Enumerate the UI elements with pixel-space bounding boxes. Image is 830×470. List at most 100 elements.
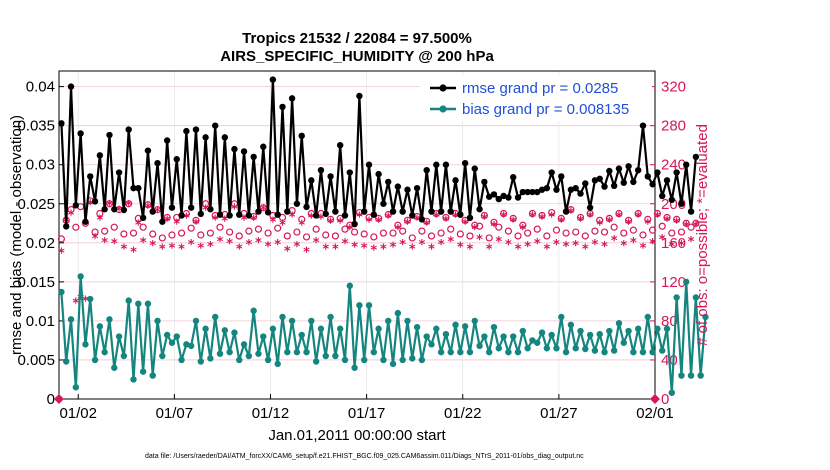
bias-point (562, 348, 570, 356)
bias-point (365, 302, 373, 309)
obs-possible-point (581, 232, 589, 240)
obs-possible-point (274, 224, 282, 232)
obs-evaluated-point: * (673, 216, 680, 231)
obs-evaluated-point: * (390, 241, 397, 256)
rmse-point (67, 83, 75, 90)
obs-evaluated-point: * (284, 245, 291, 260)
y-right-tick-label: 320 (661, 79, 686, 96)
obs-evaluated-point: * (596, 218, 603, 233)
bias-point (442, 330, 450, 338)
rmse-point (120, 206, 128, 214)
obs-possible-point (519, 221, 527, 229)
obs-evaluated-point: * (159, 243, 166, 258)
obs-evaluated-point: * (82, 294, 89, 309)
obs-evaluated-point: * (601, 240, 608, 255)
obs-evaluated-point: * (361, 242, 368, 257)
bias-point (135, 300, 142, 307)
obs-evaluated-point: * (207, 240, 214, 255)
rmse-point (303, 203, 310, 211)
rmse-point (322, 210, 329, 218)
legend-rmse-label: rmse grand pr = 0.0285 (462, 80, 618, 97)
rmse-point (365, 161, 373, 168)
obs-evaluated-point: * (414, 213, 421, 228)
bias-point (63, 358, 70, 365)
obs-possible-point (96, 209, 104, 218)
bias-point (96, 323, 104, 330)
x-tick-label: 01/22 (444, 405, 482, 422)
obs-possible-point (600, 228, 609, 236)
obs-possible-point (375, 214, 383, 223)
obs-evaluated-point: * (337, 216, 344, 231)
bias-point (231, 329, 238, 336)
bias-point (346, 282, 353, 289)
y-right-tick-label: 120 (661, 274, 686, 291)
obs-evaluated-point: * (322, 243, 329, 258)
rmse-point (380, 200, 387, 207)
bias-point (596, 330, 603, 338)
y-left-tick-label: 0.035 (17, 118, 55, 135)
bias-point (380, 356, 387, 364)
bias-point (159, 352, 166, 360)
rmse-point (543, 184, 551, 192)
rmse-point (615, 165, 623, 172)
bias-point (644, 313, 651, 321)
rmse-point (375, 170, 382, 178)
bias-point (457, 348, 464, 356)
obs-evaluated-point: * (120, 243, 127, 258)
rmse-point (288, 95, 296, 102)
rmse-point (317, 166, 325, 174)
obs-evaluated-point: * (428, 243, 435, 258)
obs-possible-point (403, 216, 412, 224)
bias-point (519, 327, 527, 335)
x-tick-label: 01/02 (59, 405, 97, 422)
obs-possible-point (480, 211, 488, 220)
bias-point (178, 356, 185, 364)
obs-possible-point (187, 224, 195, 232)
bias-point (586, 331, 594, 339)
rmse-point (418, 216, 426, 223)
rmse-point (173, 156, 180, 163)
x-tick-label: 01/27 (540, 405, 578, 422)
y-left-tick-label: 0.03 (26, 157, 55, 174)
rmse-point (428, 208, 435, 215)
rmse-point (202, 134, 209, 141)
rmse-point (663, 177, 671, 184)
bias-series-line (60, 275, 707, 394)
rmse-point (673, 169, 680, 176)
obs-evaluated-point: * (394, 223, 401, 238)
bias-point (240, 341, 248, 348)
obs-evaluated-point: * (346, 223, 353, 238)
obs-possible-point (504, 227, 513, 235)
rmse-point (216, 211, 224, 218)
rmse-point (481, 178, 488, 186)
bias-point (634, 325, 642, 332)
bias-point (77, 273, 84, 280)
rmse-point (226, 212, 233, 219)
obs-possible-point (548, 208, 556, 217)
data-file-footer: data file: /Users/raeder/DAI/ATM_forcXX/… (145, 453, 584, 460)
bias-point (197, 358, 204, 365)
bias-point (433, 325, 440, 332)
obs-possible-point (341, 225, 349, 233)
x-tick-label: 01/17 (348, 405, 386, 422)
bias-point (639, 348, 647, 356)
rmse-point (659, 192, 666, 200)
bias-point (466, 348, 474, 356)
obs-possible-point (302, 233, 311, 241)
bias-point (361, 356, 368, 364)
rmse-point (293, 200, 301, 207)
rmse-point (620, 179, 627, 186)
obs-possible-point (528, 209, 537, 218)
obs-possible-point (322, 231, 330, 239)
obs-evaluated-point: * (539, 212, 546, 227)
bias-point (115, 333, 123, 340)
obs-evaluated-point: * (678, 239, 685, 254)
rmse-point (606, 167, 613, 175)
obs-possible-point (682, 219, 690, 227)
obs-possible-point (576, 213, 585, 222)
rmse-point (399, 208, 406, 215)
obs-possible-point (67, 206, 75, 214)
obs-evaluated-point: * (72, 296, 79, 311)
bias-point (284, 348, 291, 356)
bias-point (538, 329, 546, 336)
